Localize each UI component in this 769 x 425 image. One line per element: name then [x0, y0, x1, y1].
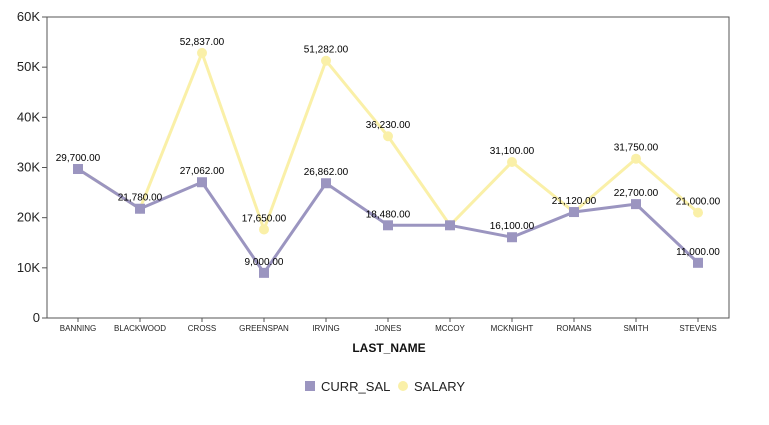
y-tick-label: 50K [17, 59, 40, 74]
x-tick-label: CROSS [188, 324, 216, 333]
data-label-salary: 31,750.00 [614, 143, 659, 154]
data-point-salary [321, 55, 331, 66]
x-tick-label: MCCOY [435, 324, 465, 333]
y-tick-label: 0 [33, 310, 40, 325]
data-point-curr-sal [631, 199, 641, 210]
data-label-salary: 31,100.00 [490, 146, 535, 157]
data-label-curr-sal: 16,100.00 [490, 221, 535, 232]
data-label-curr-sal: 21,780.00 [118, 193, 163, 204]
x-tick-label: BANNING [60, 324, 96, 333]
x-tick-label: SMITH [624, 324, 649, 333]
plot-area [46, 16, 730, 319]
data-label-salary: 36,230.00 [366, 120, 411, 131]
y-tick-label: 20K [17, 210, 40, 225]
data-label-curr-sal: 9,000.00 [245, 257, 284, 268]
legend-label-curr-sal: CURR_SAL [321, 379, 390, 394]
data-point-curr-sal [73, 164, 83, 175]
data-point-salary [197, 47, 207, 58]
data-point-salary [507, 156, 517, 167]
data-label-layer: 29,700.00 21,780.00 27,062.00 9,000.00 26,86… [56, 37, 721, 268]
data-label-salary: 21,000.00 [676, 197, 721, 208]
series-layer [73, 47, 703, 278]
data-point-curr-sal [445, 220, 455, 231]
x-tick-label: BLACKWOOD [114, 324, 166, 333]
data-point-curr-sal [259, 267, 269, 278]
y-tick-label: 10K [17, 260, 40, 275]
data-label-salary: 52,837.00 [180, 37, 225, 48]
data-point-curr-sal [135, 203, 145, 214]
data-point-salary [383, 131, 393, 142]
data-point-curr-sal [507, 232, 517, 243]
data-label-salary: 17,650.00 [242, 213, 287, 224]
data-label-curr-sal: 21,120.00 [552, 196, 597, 207]
data-point-curr-sal [383, 220, 393, 231]
data-point-curr-sal [693, 257, 703, 268]
data-point-salary [631, 153, 641, 164]
data-label-curr-sal: 26,862.00 [304, 167, 349, 178]
x-tick-label: JONES [375, 324, 402, 333]
legend-label-salary: SALARY [414, 379, 465, 394]
data-label-curr-sal: 22,700.00 [614, 188, 659, 199]
data-point-curr-sal [569, 207, 579, 218]
x-tick-label: STEVENS [679, 324, 716, 333]
data-label-curr-sal: 27,062.00 [180, 166, 225, 177]
x-tick-label: GREENSPAN [239, 324, 289, 333]
data-label-curr-sal: 18,480.00 [366, 209, 411, 220]
data-point-salary [693, 207, 703, 218]
x-tick-label: IRVING [312, 324, 339, 333]
x-tick-label: MCKNIGHT [491, 324, 534, 333]
data-point-curr-sal [321, 178, 331, 189]
legend: CURR_SAL SALARY [305, 379, 465, 394]
legend-swatch-salary [398, 381, 408, 391]
legend-swatch-curr-sal [305, 381, 315, 391]
x-axis-title: LAST_NAME [352, 341, 425, 355]
x-axis: BANNING BLACKWOOD CROSS GREENSPAN IRVING JONE… [60, 318, 717, 333]
y-tick-label: 60K [17, 9, 40, 24]
data-label-curr-sal: 11,000.00 [676, 247, 720, 258]
data-label-salary: 51,282.00 [304, 45, 349, 56]
y-tick-label: 40K [17, 109, 40, 124]
y-axis: 0 10K 20K 30K 40K 50K 60K [17, 9, 47, 325]
y-tick-label: 30K [17, 160, 40, 175]
data-point-salary [259, 224, 269, 235]
data-label-curr-sal: 29,700.00 [56, 153, 101, 164]
x-tick-label: ROMANS [556, 324, 591, 333]
data-point-curr-sal [197, 177, 207, 188]
